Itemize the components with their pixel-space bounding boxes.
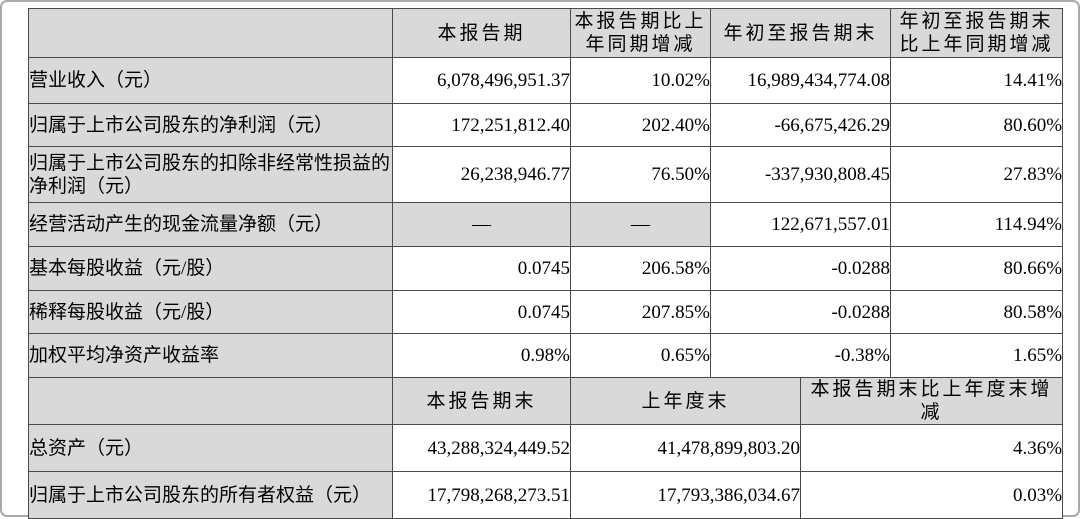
column-header-yoy-change: 本报告期比上 年同期增减 [570,8,711,58]
table-row-net-profit: 归属于上市公司股东的净利润（元） 172,251,812.40 202.40% … [28,103,1064,147]
column-header-change-vs-prior-year-end: 本报告期末比上年度末增减 [799,377,1064,425]
value-current-period: 26,238,946.77 [392,146,571,203]
value-ytd-yoy-change: 80.60% [890,103,1064,147]
value-ytd-yoy-change: 1.65% [890,333,1064,378]
value-yoy-change: 207.85% [570,290,711,334]
value-current-period: 6,078,496,951.37 [392,57,571,104]
table-row-net-profit-deducted: 归属于上市公司股东的扣除非经常性损益的净利润（元） 26,238,946.77 … [28,146,1064,203]
value-current-period: 0.0745 [392,290,571,334]
metric-label: 归属于上市公司股东的所有者权益（元） [28,471,393,519]
metric-label: 稀释每股收益（元/股） [28,290,393,334]
value-prior-year-end: 17,793,386,034.67 [570,471,801,519]
column-header-current-period: 本报告期 [392,8,571,58]
metric-label: 归属于上市公司股东的净利润（元） [28,103,393,147]
period-header-row: 本报告期 本报告期比上 年同期增减 年初至报告期末 年初至报告期末 比上年同期增… [28,8,1064,58]
value-yoy-change: 10.02% [570,57,711,104]
value-period-end: 43,288,324,449.52 [392,424,571,472]
value-change: 4.36% [799,424,1064,472]
value-change: 0.03% [799,471,1064,519]
table-row-operating-revenue: 营业收入（元） 6,078,496,951.37 10.02% 16,989,4… [28,57,1064,104]
column-header-prior-year-end: 上年度末 [570,377,801,425]
value-ytd-yoy-change: 114.94% [890,202,1064,247]
value-current-period: 0.98% [392,333,571,378]
value-current-period: 0.0745 [392,246,571,291]
metric-label: 归属于上市公司股东的扣除非经常性损益的净利润（元） [28,146,393,203]
value-ytd: -337,930,808.45 [709,146,892,203]
column-header-ytd: 年初至报告期末 [709,8,892,58]
value-current-period: 172,251,812.40 [392,103,571,147]
column-header-ytd-yoy-change: 年初至报告期末 比上年同期增减 [890,8,1064,58]
value-ytd: -0.0288 [709,246,892,291]
value-yoy-change: 76.50% [570,146,711,203]
value-ytd: 122,671,557.01 [709,202,892,247]
value-ytd: -66,675,426.29 [709,103,892,147]
metric-label: 加权平均净资产收益率 [28,333,393,378]
metric-label: 基本每股收益（元/股） [28,246,393,291]
header-line: 比上年同期增减 [899,34,1054,55]
metric-label: 总资产（元） [28,424,393,472]
value-yoy-change: 202.40% [570,103,711,147]
header-line: 年初至报告期末 [899,11,1054,32]
value-ytd: -0.0288 [709,290,892,334]
table-row-basic-eps: 基本每股收益（元/股） 0.0745 206.58% -0.0288 80.66… [28,246,1064,291]
value-prior-year-end: 41,478,899,803.20 [570,424,801,472]
header-line: 本报告期比上 [574,11,707,32]
value-ytd: -0.38% [709,333,892,378]
financial-summary-table: 本报告期 本报告期比上 年同期增减 年初至报告期末 年初至报告期末 比上年同期增… [28,8,1064,519]
value-ytd-yoy-change: 80.58% [890,290,1064,334]
metric-label: 经营活动产生的现金流量净额（元） [28,202,393,247]
value-period-end: 17,798,268,273.51 [392,471,571,519]
table-row-shareholders-equity: 归属于上市公司股东的所有者权益（元） 17,798,268,273.51 17,… [28,471,1064,519]
value-ytd: 16,989,434,774.08 [709,57,892,104]
value-ytd-yoy-change: 80.66% [890,246,1064,291]
column-header-period-end: 本报告期末 [392,377,571,425]
table-row-operating-cash-flow: 经营活动产生的现金流量净额（元） — — 122,671,557.01 114.… [28,202,1064,247]
metric-label: 营业收入（元） [28,57,393,104]
value-ytd-yoy-change: 27.83% [890,146,1064,203]
value-current-period-dash: — [392,202,571,247]
table-row-total-assets: 总资产（元） 43,288,324,449.52 41,478,899,803.… [28,424,1064,472]
corner-cell [28,8,393,58]
table-row-weighted-avg-roe: 加权平均净资产收益率 0.98% 0.65% -0.38% 1.65% [28,333,1064,378]
period-end-header-row: 本报告期末 上年度末 本报告期末比上年度末增减 [28,377,1064,425]
value-yoy-change: 0.65% [570,333,711,378]
value-yoy-change-dash: — [570,202,711,247]
value-yoy-change: 206.58% [570,246,711,291]
value-ytd-yoy-change: 14.41% [890,57,1064,104]
table-row-diluted-eps: 稀释每股收益（元/股） 0.0745 207.85% -0.0288 80.58… [28,290,1064,334]
corner-cell [28,377,393,425]
header-line: 年同期增减 [585,34,696,55]
